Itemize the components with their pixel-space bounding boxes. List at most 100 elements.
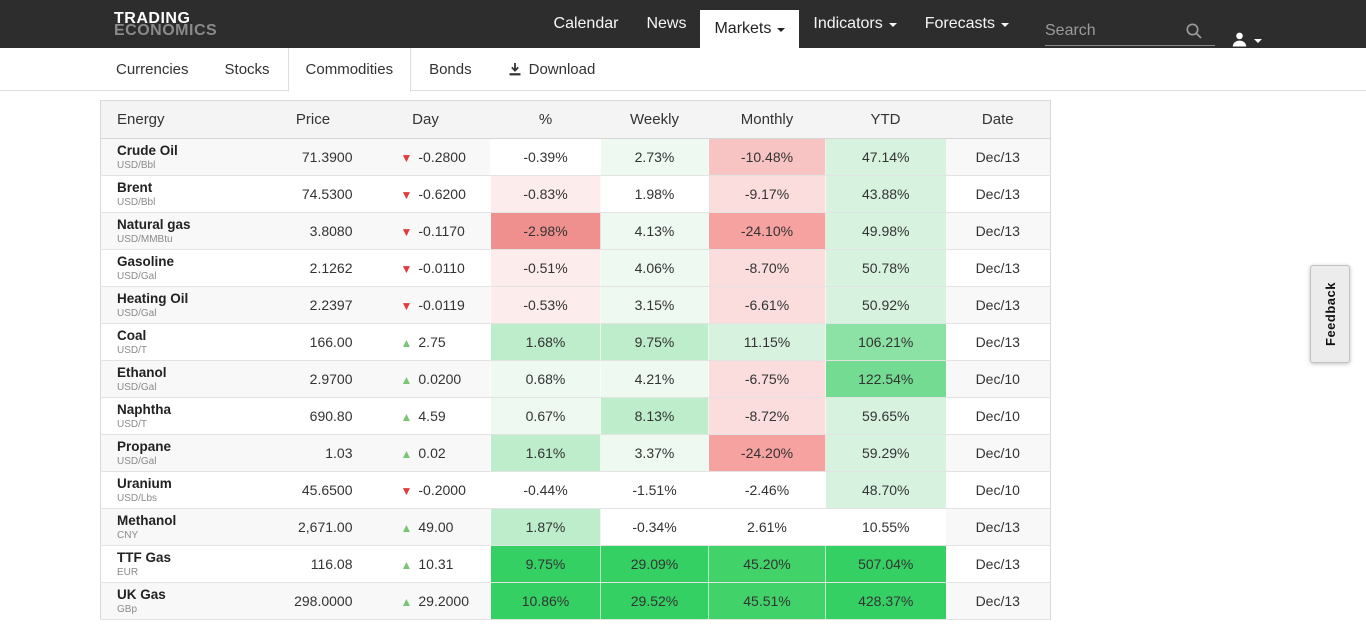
commodity-link[interactable]: TTF Gas	[117, 550, 172, 565]
day-value: 0.0200	[418, 371, 462, 387]
day-value: 49.00	[418, 519, 454, 535]
weekly-cell: 4.06%	[600, 249, 709, 287]
weekly-cell: 4.13%	[600, 212, 709, 250]
day-value: -0.1170	[418, 223, 465, 239]
day-cell: ▼ -0.0110	[360, 249, 491, 287]
header-date[interactable]: Date	[945, 100, 1051, 139]
day-cell: ▼ -0.2000	[360, 471, 491, 509]
price-cell: 2.1262	[265, 249, 361, 287]
direction-icon: ▲	[400, 558, 413, 572]
header-energy[interactable]: Energy	[100, 100, 266, 139]
price-cell: 71.3900	[265, 138, 361, 176]
direction-icon: ▼	[400, 484, 413, 498]
trading-economics-logo[interactable]: TRADING ECONOMICS	[98, 9, 218, 39]
monthly-cell: 45.51%	[708, 582, 826, 620]
header-ytd[interactable]: YTD	[825, 100, 946, 139]
market-tabs-bar: Currencies Stocks Commodities Bonds Down…	[0, 48, 1366, 92]
percent-cell: -0.53%	[490, 286, 601, 324]
date-cell: Dec/10	[945, 471, 1051, 509]
commodity-unit: USD/Gal	[117, 456, 157, 467]
direction-icon: ▼	[400, 225, 413, 239]
header-weekly[interactable]: Weekly	[600, 100, 709, 139]
feedback-button[interactable]: Feedback	[1310, 265, 1350, 363]
direction-icon: ▲	[400, 410, 413, 424]
logo-line2: ECONOMICS	[114, 21, 218, 39]
commodity-unit: USD/T	[117, 419, 147, 430]
weekly-cell: 29.52%	[600, 582, 709, 620]
commodity-link[interactable]: Uranium	[117, 476, 172, 491]
ytd-cell: 50.78%	[825, 249, 946, 287]
commodity-link[interactable]: UK Gas	[117, 587, 166, 602]
commodity-link[interactable]: Propane	[117, 439, 172, 454]
user-menu[interactable]	[1225, 31, 1268, 48]
search-input[interactable]	[1045, 21, 1185, 40]
ytd-cell: 59.65%	[825, 397, 946, 435]
table-row: UK Gas GBp 298.0000 ▲ 29.2000 10.86% 29.5…	[100, 582, 1051, 620]
commodity-link[interactable]: Naphtha	[117, 402, 171, 417]
commodity-link[interactable]: Natural gas	[117, 217, 191, 232]
commodity-link[interactable]: Coal	[117, 328, 147, 343]
day-cell: ▲ 29.2000	[360, 582, 491, 620]
logo-line1: TRADING	[114, 9, 191, 27]
nav-item-news[interactable]: News	[646, 15, 687, 32]
commodity-link[interactable]: Gasoline	[117, 254, 175, 269]
table-row: Natural gas USD/MMBtu 3.8080 ▼ -0.1170 -2…	[100, 212, 1051, 250]
tab-download[interactable]: Download	[490, 48, 614, 92]
day-cell: ▲ 2.75	[360, 323, 491, 361]
percent-cell: 0.68%	[490, 360, 601, 398]
price-cell: 690.80	[265, 397, 361, 435]
commodity-link[interactable]: Heating Oil	[117, 291, 189, 306]
nav-item-calendar[interactable]: Calendar	[553, 15, 619, 32]
monthly-cell: -2.46%	[708, 471, 826, 509]
percent-cell: 10.86%	[490, 582, 601, 620]
ytd-cell: 48.70%	[825, 471, 946, 509]
header-percent[interactable]: %	[490, 100, 601, 139]
nav-item-indicators[interactable]: Indicators	[799, 0, 910, 48]
commodities-table-body: Crude Oil USD/Bbl 71.3900 ▼ -0.2800 -0.39…	[100, 138, 1051, 620]
weekly-cell: 29.09%	[600, 545, 709, 583]
tab-bonds[interactable]: Bonds	[429, 61, 472, 78]
ytd-cell: 428.37%	[825, 582, 946, 620]
header-price[interactable]: Price	[265, 100, 361, 139]
commodity-link[interactable]: Crude Oil	[117, 143, 178, 158]
day-value: -0.0119	[418, 297, 465, 313]
ytd-cell: 47.14%	[825, 138, 946, 176]
commodity-link[interactable]: Brent	[117, 180, 153, 195]
direction-icon: ▼	[400, 299, 413, 313]
commodity-unit: GBp	[117, 604, 138, 615]
download-icon	[508, 62, 522, 77]
nav-item-forecasts[interactable]: Forecasts	[911, 0, 1023, 48]
weekly-cell: 9.75%	[600, 323, 709, 361]
commodity-unit: USD/Lbs	[117, 493, 158, 504]
date-cell: Dec/13	[945, 249, 1051, 287]
header-monthly[interactable]: Monthly	[708, 100, 826, 139]
ytd-cell: 507.04%	[825, 545, 946, 583]
commodity-link[interactable]: Methanol	[117, 513, 177, 528]
commodity-link[interactable]: Ethanol	[117, 365, 167, 380]
day-value: 2.75	[418, 334, 446, 350]
price-cell: 3.8080	[265, 212, 361, 250]
day-cell: ▼ -0.2800	[360, 138, 491, 176]
weekly-cell: 2.73%	[600, 138, 709, 176]
day-cell: ▼ -0.0119	[360, 286, 491, 324]
nav-item-markets[interactable]: Markets	[700, 10, 800, 48]
day-value: 29.2000	[418, 593, 469, 609]
tab-currencies[interactable]: Currencies	[116, 61, 189, 78]
tab-commodities[interactable]: Commodities	[287, 48, 412, 92]
tab-stocks[interactable]: Stocks	[224, 61, 270, 78]
direction-icon: ▲	[400, 373, 413, 387]
direction-icon: ▲	[400, 595, 413, 609]
user-icon	[1232, 32, 1247, 47]
direction-icon: ▼	[400, 151, 413, 165]
header-day[interactable]: Day	[360, 100, 491, 139]
commodity-unit: EUR	[117, 567, 139, 578]
percent-cell: -0.83%	[490, 175, 601, 213]
direction-icon: ▲	[400, 336, 413, 350]
percent-cell: 1.61%	[490, 434, 601, 472]
search-icon[interactable]	[1185, 22, 1203, 40]
ytd-cell: 59.29%	[825, 434, 946, 472]
day-value: 4.59	[418, 408, 446, 424]
direction-icon: ▼	[400, 188, 413, 202]
day-cell: ▲ 0.0200	[360, 360, 491, 398]
table-row: Gasoline USD/Gal 2.1262 ▼ -0.0110 -0.51% …	[100, 249, 1051, 287]
